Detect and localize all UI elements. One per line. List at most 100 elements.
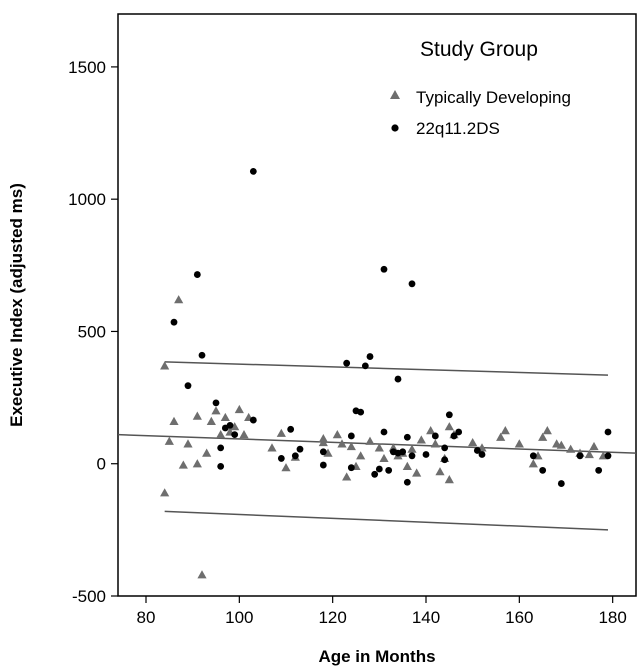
x-axis: 80 100 120 140 160 180: [137, 596, 627, 627]
deletion-point: [217, 444, 225, 452]
typically-developing-point: [402, 461, 412, 470]
typically-developing-point: [192, 459, 202, 468]
typically-developing-point: [407, 444, 417, 453]
deletion-point: [249, 168, 257, 175]
typically-developing-point: [346, 441, 356, 451]
deletion-point: [529, 452, 537, 460]
legend-circle-marker: [391, 124, 399, 132]
typically-developing-point: [356, 451, 366, 460]
typically-developing-point: [183, 439, 193, 448]
deletion-point: [184, 382, 192, 390]
deletion-point: [357, 408, 365, 416]
deletion-point: [226, 421, 234, 429]
deletion-point: [557, 480, 565, 487]
typically-developing-point: [468, 437, 478, 447]
legend-label-22q11: 22q11.2DS: [416, 119, 500, 138]
deletion-point: [319, 448, 327, 456]
typically-developing-point: [496, 432, 506, 441]
deletion-point: [366, 353, 374, 360]
typically-developing-point: [174, 295, 184, 304]
deletion-point: [170, 318, 178, 326]
typically-developing-point: [444, 475, 454, 484]
typically-developing-point: [365, 436, 375, 445]
plot-area: -500 0 500 1000 1500 80 100 120 140 160 180: [68, 13, 637, 627]
legend: Study Group Typically Developing 22q11.2…: [390, 38, 571, 138]
typically-developing-point: [197, 570, 207, 579]
deletion-point: [231, 431, 239, 439]
y-tick-label: 500: [78, 322, 106, 341]
y-axis-title: Executive Index (adjusted ms): [7, 183, 26, 427]
deletion-point: [193, 271, 201, 278]
deletion-point: [291, 452, 299, 460]
typically-developing-point: [239, 430, 249, 439]
typically-developing-point: [514, 439, 524, 448]
typically-developing-point: [528, 459, 538, 468]
data-points: [160, 168, 612, 579]
x-tick-label: 120: [318, 608, 346, 627]
typically-developing-point: [234, 404, 244, 414]
typically-developing-point: [332, 430, 342, 439]
x-axis-title: Age in Months: [318, 647, 435, 666]
typically-developing-point: [435, 467, 445, 476]
deletion-point: [441, 456, 449, 464]
typically-developing-point: [276, 428, 286, 437]
fit-lines: [117, 361, 637, 531]
typically-developing-point: [318, 433, 328, 443]
typically-developing-point: [538, 432, 548, 441]
y-tick-label: 1000: [68, 190, 106, 209]
deletion-point: [431, 432, 439, 440]
deletion-point: [478, 451, 486, 458]
deletion-point: [604, 452, 612, 460]
typically-developing-point: [206, 416, 216, 425]
deletion-point: [445, 411, 453, 419]
y-tick-label: -500: [72, 587, 106, 606]
typically-developing-point: [267, 443, 277, 452]
upper-bound-line: [164, 361, 609, 376]
deletion-point: [576, 452, 584, 460]
deletion-point: [296, 445, 304, 453]
typically-developing-point: [230, 422, 240, 431]
typically-developing-point: [169, 416, 179, 425]
typically-developing-point: [379, 453, 389, 463]
deletion-point: [385, 466, 393, 474]
deletion-point: [408, 280, 416, 288]
typically-developing-point: [160, 488, 170, 497]
deletion-point: [403, 478, 411, 486]
legend-title: Study Group: [420, 38, 538, 61]
deletion-point: [343, 359, 351, 367]
deletion-point: [361, 362, 369, 370]
typically-developing-point: [430, 439, 440, 448]
typically-developing-point: [211, 406, 221, 415]
deletion-point: [249, 416, 257, 424]
typically-developing-point: [426, 426, 436, 435]
deletion-point: [595, 466, 603, 474]
deletion-point: [394, 375, 402, 383]
deletion-point: [422, 451, 430, 458]
typically-developing-point: [416, 435, 426, 444]
deletion-point: [455, 428, 463, 436]
x-tick-label: 160: [505, 608, 533, 627]
x-tick-label: 140: [412, 608, 440, 627]
plot-frame: [117, 13, 637, 597]
typically-developing-point: [164, 436, 174, 445]
deletion-point: [441, 444, 449, 452]
deletion-point: [217, 462, 225, 470]
fit-line: [117, 433, 637, 454]
typically-developing-point: [412, 468, 422, 477]
legend-triangle-marker: [390, 90, 400, 99]
legend-label-typically-developing: Typically Developing: [416, 88, 571, 107]
typically-developing-point: [160, 361, 170, 370]
typically-developing-point: [281, 463, 291, 472]
typically-developing-point: [542, 426, 552, 435]
deletion-point: [287, 425, 295, 433]
typically-developing-point: [192, 411, 202, 420]
deletion-point: [403, 433, 411, 441]
x-tick-label: 180: [598, 608, 626, 627]
y-tick-label: 0: [97, 455, 106, 474]
deletion-point: [277, 455, 285, 462]
typically-developing-point: [556, 440, 566, 449]
y-tick-label: 1500: [68, 58, 106, 77]
typically-developing-point: [374, 443, 384, 452]
deletion-point: [319, 461, 327, 469]
